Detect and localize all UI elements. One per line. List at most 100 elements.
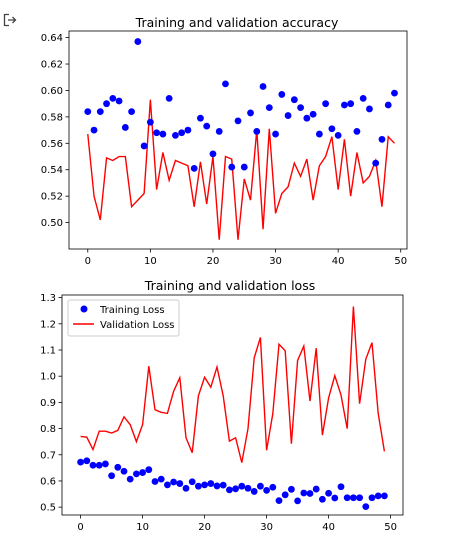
training-point bbox=[114, 463, 122, 471]
training-point bbox=[366, 105, 373, 113]
training-point bbox=[176, 480, 184, 487]
x-tick-label: 30 bbox=[269, 256, 282, 267]
training-point bbox=[300, 489, 308, 497]
training-point bbox=[103, 100, 110, 108]
training-point bbox=[341, 101, 348, 109]
training-point bbox=[297, 104, 304, 112]
training-point bbox=[188, 478, 196, 486]
training-point bbox=[157, 475, 165, 483]
training-point bbox=[343, 494, 351, 502]
y-tick-label: 0.54 bbox=[41, 165, 63, 176]
training-point bbox=[102, 460, 109, 468]
y-tick-label: 0.58 bbox=[41, 112, 63, 123]
training-point bbox=[226, 486, 233, 494]
plot-area: 0 10 20 30 40 50 0.50 0.52 0.54 0.56 0.58 0.60 0.62 0… bbox=[41, 30, 408, 267]
x-tick-label: 50 bbox=[384, 522, 397, 533]
training-point bbox=[322, 100, 330, 108]
training-point bbox=[362, 503, 370, 511]
training-point bbox=[203, 122, 211, 130]
training-point bbox=[234, 117, 242, 125]
training-point bbox=[259, 83, 267, 90]
training-point bbox=[312, 485, 320, 493]
validation-line bbox=[87, 99, 395, 240]
legend-label-training: Training Loss bbox=[99, 305, 165, 316]
y-tick-label: 0.62 bbox=[41, 60, 63, 71]
training-point bbox=[228, 163, 236, 171]
training-point bbox=[146, 118, 154, 126]
training-point bbox=[238, 482, 246, 490]
accuracy-chart: Training and validation accuracy 0 10 20 30… bbox=[41, 15, 408, 267]
x-tick-label: 40 bbox=[322, 522, 335, 533]
training-point bbox=[359, 94, 367, 102]
training-point bbox=[182, 484, 190, 492]
training-point bbox=[172, 131, 179, 139]
training-point bbox=[284, 112, 292, 119]
x-tick-label: 10 bbox=[136, 522, 149, 533]
training-point bbox=[159, 130, 167, 138]
training-point bbox=[250, 488, 258, 495]
training-point bbox=[201, 481, 209, 489]
training-point bbox=[272, 130, 279, 138]
training-point bbox=[83, 457, 91, 465]
training-point bbox=[350, 494, 357, 502]
training-point bbox=[303, 114, 311, 122]
validation-line bbox=[80, 306, 386, 463]
training-point bbox=[381, 492, 388, 500]
training-point bbox=[126, 475, 134, 483]
training-point bbox=[219, 481, 227, 489]
x-tick-label: 10 bbox=[144, 256, 157, 267]
training-point bbox=[288, 485, 295, 493]
legend: Training Loss Validation Loss bbox=[67, 299, 180, 337]
training-point bbox=[263, 486, 270, 494]
training-point bbox=[281, 491, 289, 499]
x-tick-label: 50 bbox=[394, 256, 407, 267]
training-point bbox=[222, 80, 229, 88]
y-tick-label: 0.50 bbox=[41, 218, 63, 229]
training-point bbox=[328, 125, 336, 133]
training-point bbox=[140, 142, 148, 150]
training-point bbox=[294, 497, 301, 505]
training-point bbox=[244, 484, 252, 492]
training-point bbox=[356, 494, 363, 502]
training-point bbox=[269, 483, 277, 491]
training-point bbox=[96, 108, 104, 115]
x-tick-label: 20 bbox=[198, 522, 211, 533]
training-point bbox=[77, 458, 84, 466]
plot-frame bbox=[68, 30, 408, 250]
y-tick-label: 0.6 bbox=[40, 476, 56, 487]
legend-box bbox=[67, 299, 180, 337]
y-tick-label: 1.0 bbox=[40, 372, 56, 383]
training-point bbox=[247, 109, 254, 117]
training-point bbox=[84, 108, 92, 115]
y-tick-label: 0.52 bbox=[41, 192, 63, 203]
training-point bbox=[115, 97, 123, 105]
training-point bbox=[153, 129, 161, 137]
training-point bbox=[306, 490, 314, 497]
training-point bbox=[197, 114, 204, 122]
x-tick-label: 30 bbox=[260, 522, 273, 533]
x-tick-label: 0 bbox=[77, 522, 83, 533]
training-point bbox=[240, 163, 248, 171]
y-tick-label: 0.64 bbox=[41, 33, 63, 44]
training-point bbox=[151, 478, 159, 485]
plot-area: 0 10 20 30 40 50 0.5 0.6 0.7 0.8 0.9 1.0 1.1 1.2 1.3 bbox=[40, 293, 404, 533]
y-tick-label: 0.56 bbox=[41, 139, 63, 150]
training-point bbox=[334, 131, 342, 139]
training-point bbox=[309, 110, 317, 118]
training-point bbox=[170, 478, 178, 486]
legend-marker-training bbox=[80, 305, 88, 313]
training-point bbox=[374, 492, 382, 500]
y-tick-label: 0.5 bbox=[40, 503, 56, 514]
y-tick-label: 0.9 bbox=[40, 398, 56, 409]
training-point bbox=[275, 497, 283, 504]
training-point bbox=[372, 159, 380, 167]
training-point bbox=[278, 91, 286, 98]
training-point bbox=[368, 494, 376, 502]
x-tick-label: 20 bbox=[207, 256, 220, 267]
training-point bbox=[391, 89, 398, 97]
training-point bbox=[265, 104, 273, 112]
training-point bbox=[315, 130, 323, 138]
training-point bbox=[384, 101, 392, 109]
y-tick-label: 1.3 bbox=[40, 293, 56, 304]
x-tick-label: 40 bbox=[332, 256, 345, 267]
